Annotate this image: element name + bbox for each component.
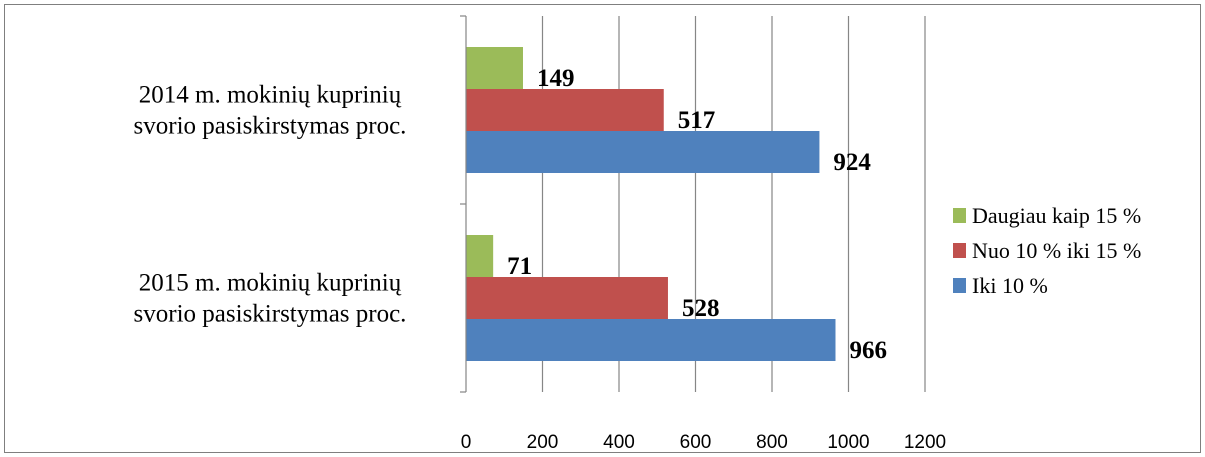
bar-2-3 xyxy=(466,235,494,277)
bar-1-2 xyxy=(466,89,664,131)
x-tick-label: 0 xyxy=(461,432,472,453)
data-label: 528 xyxy=(682,295,720,322)
x-tick-label: 200 xyxy=(527,432,559,453)
bar-1-1 xyxy=(466,131,820,173)
category-label: svorio pasiskirstymas proc. xyxy=(134,113,407,140)
chart-frame: 0 200 400 600 800 1000 1200 2014 m. mokinių kup… xyxy=(4,4,1201,453)
legend-swatch xyxy=(953,243,966,258)
bar-2-1 xyxy=(466,319,836,361)
data-label: 149 xyxy=(537,65,575,92)
bar-2-2 xyxy=(466,277,668,319)
x-tick-label: 800 xyxy=(756,432,788,453)
legend-label: Iki 10 % xyxy=(972,273,1048,298)
data-label: 966 xyxy=(849,337,887,364)
category-label: 2014 m. mokinių kuprinių xyxy=(139,82,402,109)
legend: Daugiau kaip 15 % Nuo 10 % iki 15 % Iki 10… xyxy=(953,203,1141,298)
bars xyxy=(466,47,836,361)
bar-1-3 xyxy=(466,47,523,89)
data-label: 517 xyxy=(678,107,716,134)
x-tick-label: 1200 xyxy=(904,432,946,453)
data-label: 71 xyxy=(507,253,532,280)
x-tick-label: 400 xyxy=(603,432,635,453)
bar-chart: 0 200 400 600 800 1000 1200 2014 m. mokinių kup… xyxy=(134,15,1141,453)
legend-swatch xyxy=(953,278,966,293)
legend-swatch xyxy=(953,208,966,223)
data-labels: 924 517 149 966 528 71 xyxy=(507,65,887,364)
axes: 0 200 400 600 800 1000 1200 2014 m. mokinių kup… xyxy=(134,15,946,453)
legend-label: Daugiau kaip 15 % xyxy=(972,203,1141,228)
x-tick-label: 600 xyxy=(680,432,712,453)
category-label: 2015 m. mokinių kuprinių xyxy=(139,270,402,297)
category-label: svorio pasiskirstymas proc. xyxy=(134,301,407,328)
data-label: 924 xyxy=(833,149,871,176)
legend-label: Nuo 10 % iki 15 % xyxy=(972,238,1141,263)
x-tick-label: 1000 xyxy=(827,432,869,453)
